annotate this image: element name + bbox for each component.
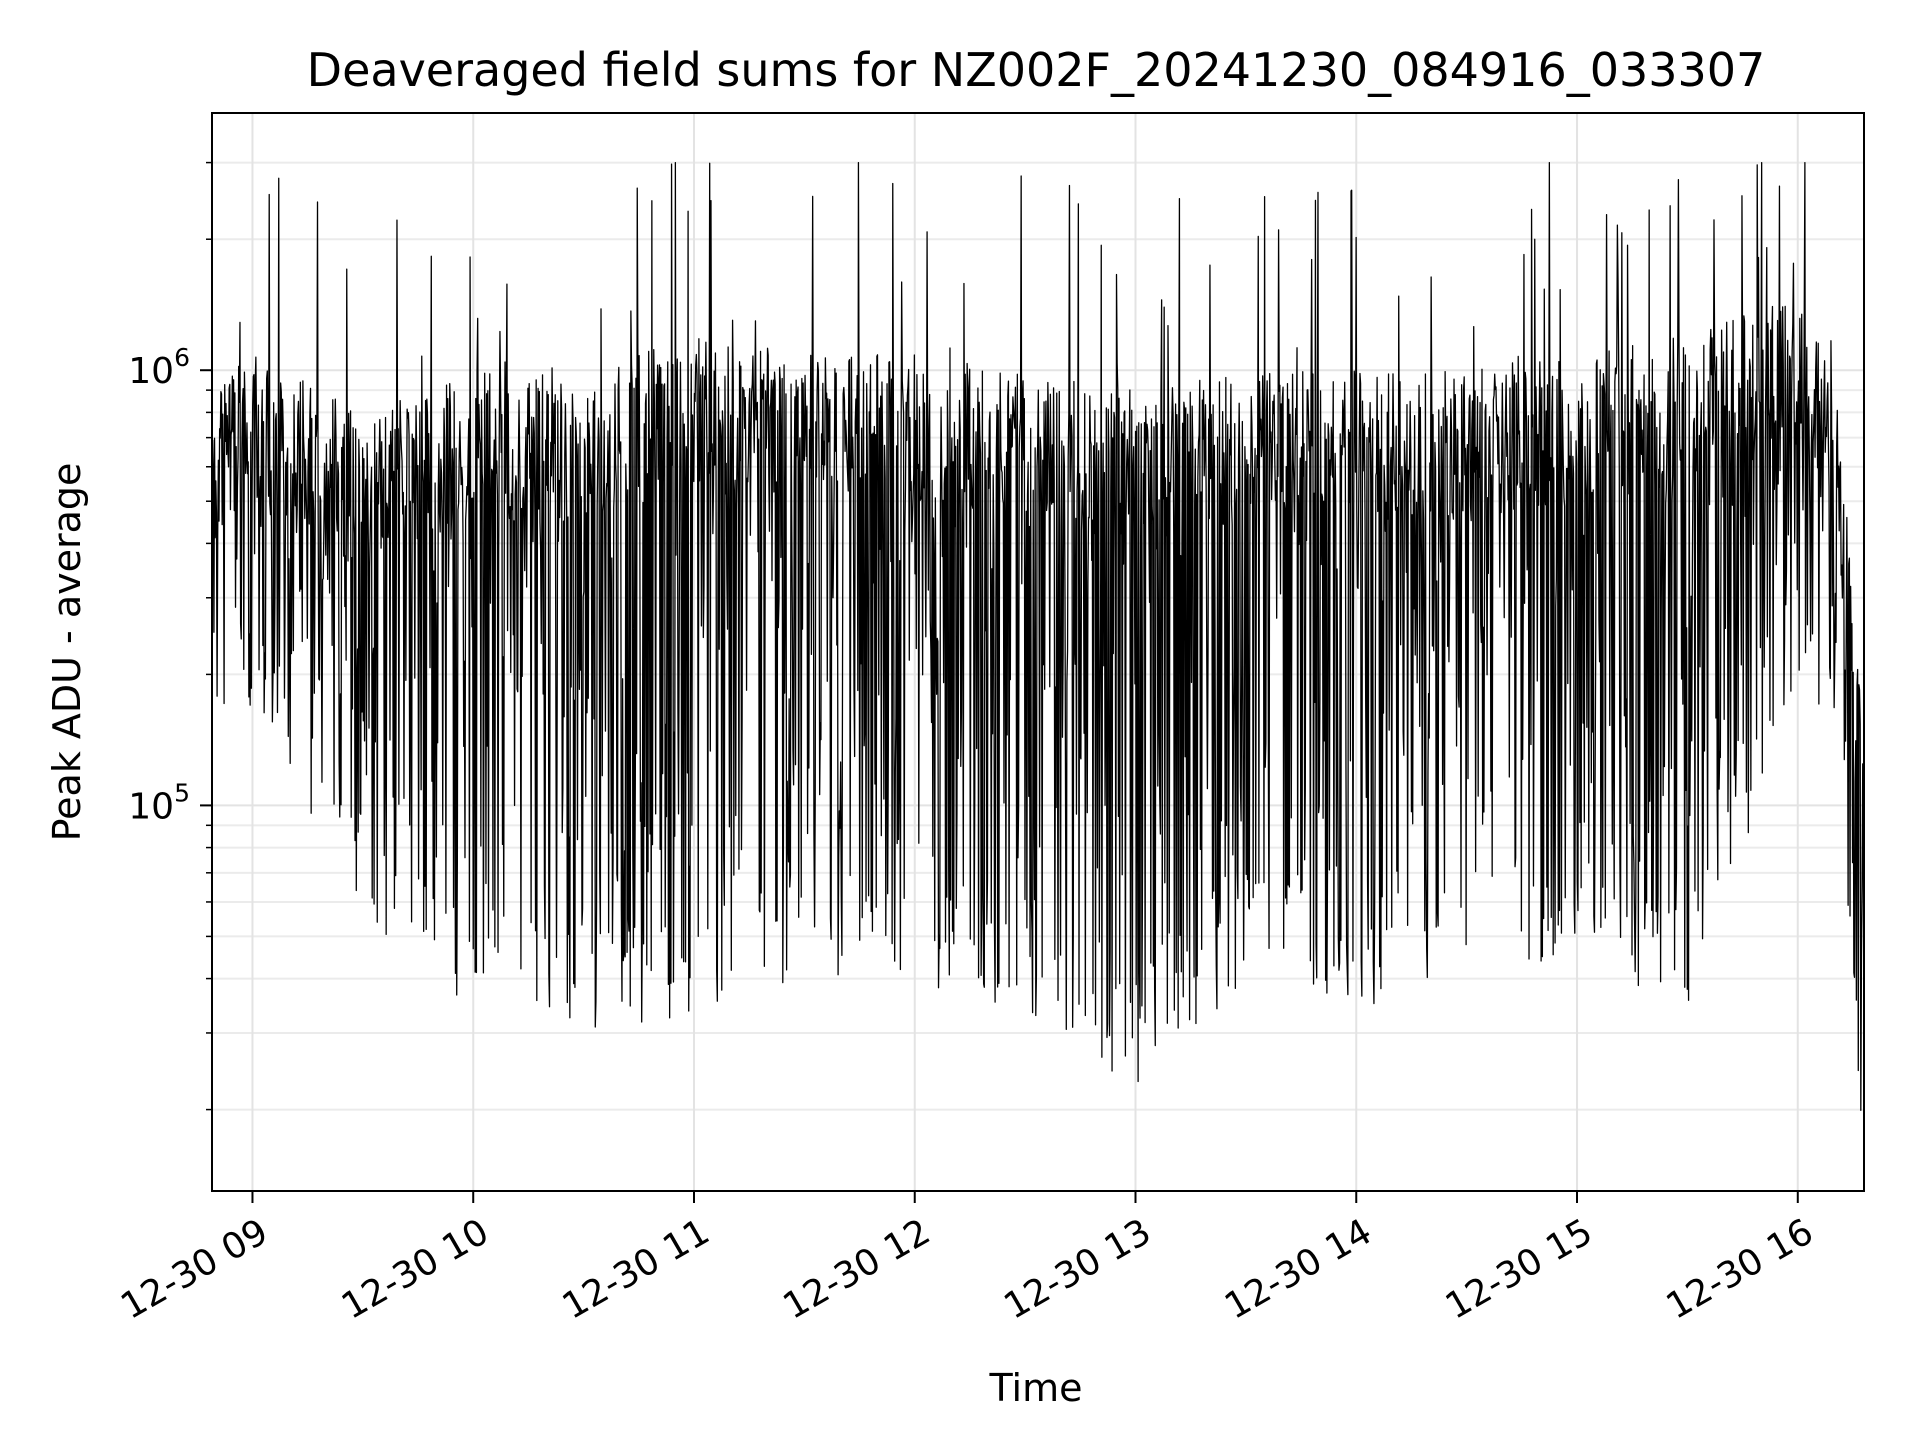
y-axis-label: Peak ADU - average — [45, 463, 89, 842]
x-tick-label-7: 12-30 16 — [1660, 1211, 1821, 1327]
x-tick-label-0: 12-30 09 — [114, 1211, 275, 1327]
series-line — [211, 161, 1865, 1111]
x-tick-label-6: 12-30 15 — [1439, 1211, 1600, 1327]
chart-title: Deaveraged field sums for NZ002F_2024123… — [307, 43, 1766, 97]
y-tick-label-0: 105 — [128, 778, 190, 827]
series-path — [211, 161, 1865, 1111]
x-tick-label-1: 12-30 10 — [335, 1211, 496, 1327]
x-axis-label: Time — [989, 1366, 1083, 1410]
x-axis: 12-30 09 12-30 10 12-30 11 12-30 12 12-30 13… — [114, 1191, 1820, 1328]
x-tick-label-4: 12-30 13 — [997, 1211, 1158, 1327]
x-tick-label-3: 12-30 12 — [777, 1211, 938, 1327]
x-tick-label-5: 12-30 14 — [1218, 1211, 1379, 1327]
x-tick-label-2: 12-30 11 — [556, 1211, 717, 1327]
y-axis: 105 106 — [128, 161, 212, 1111]
plot-frame — [211, 112, 1865, 1192]
grid — [212, 113, 1864, 1191]
y-tick-label-1: 106 — [128, 343, 190, 392]
